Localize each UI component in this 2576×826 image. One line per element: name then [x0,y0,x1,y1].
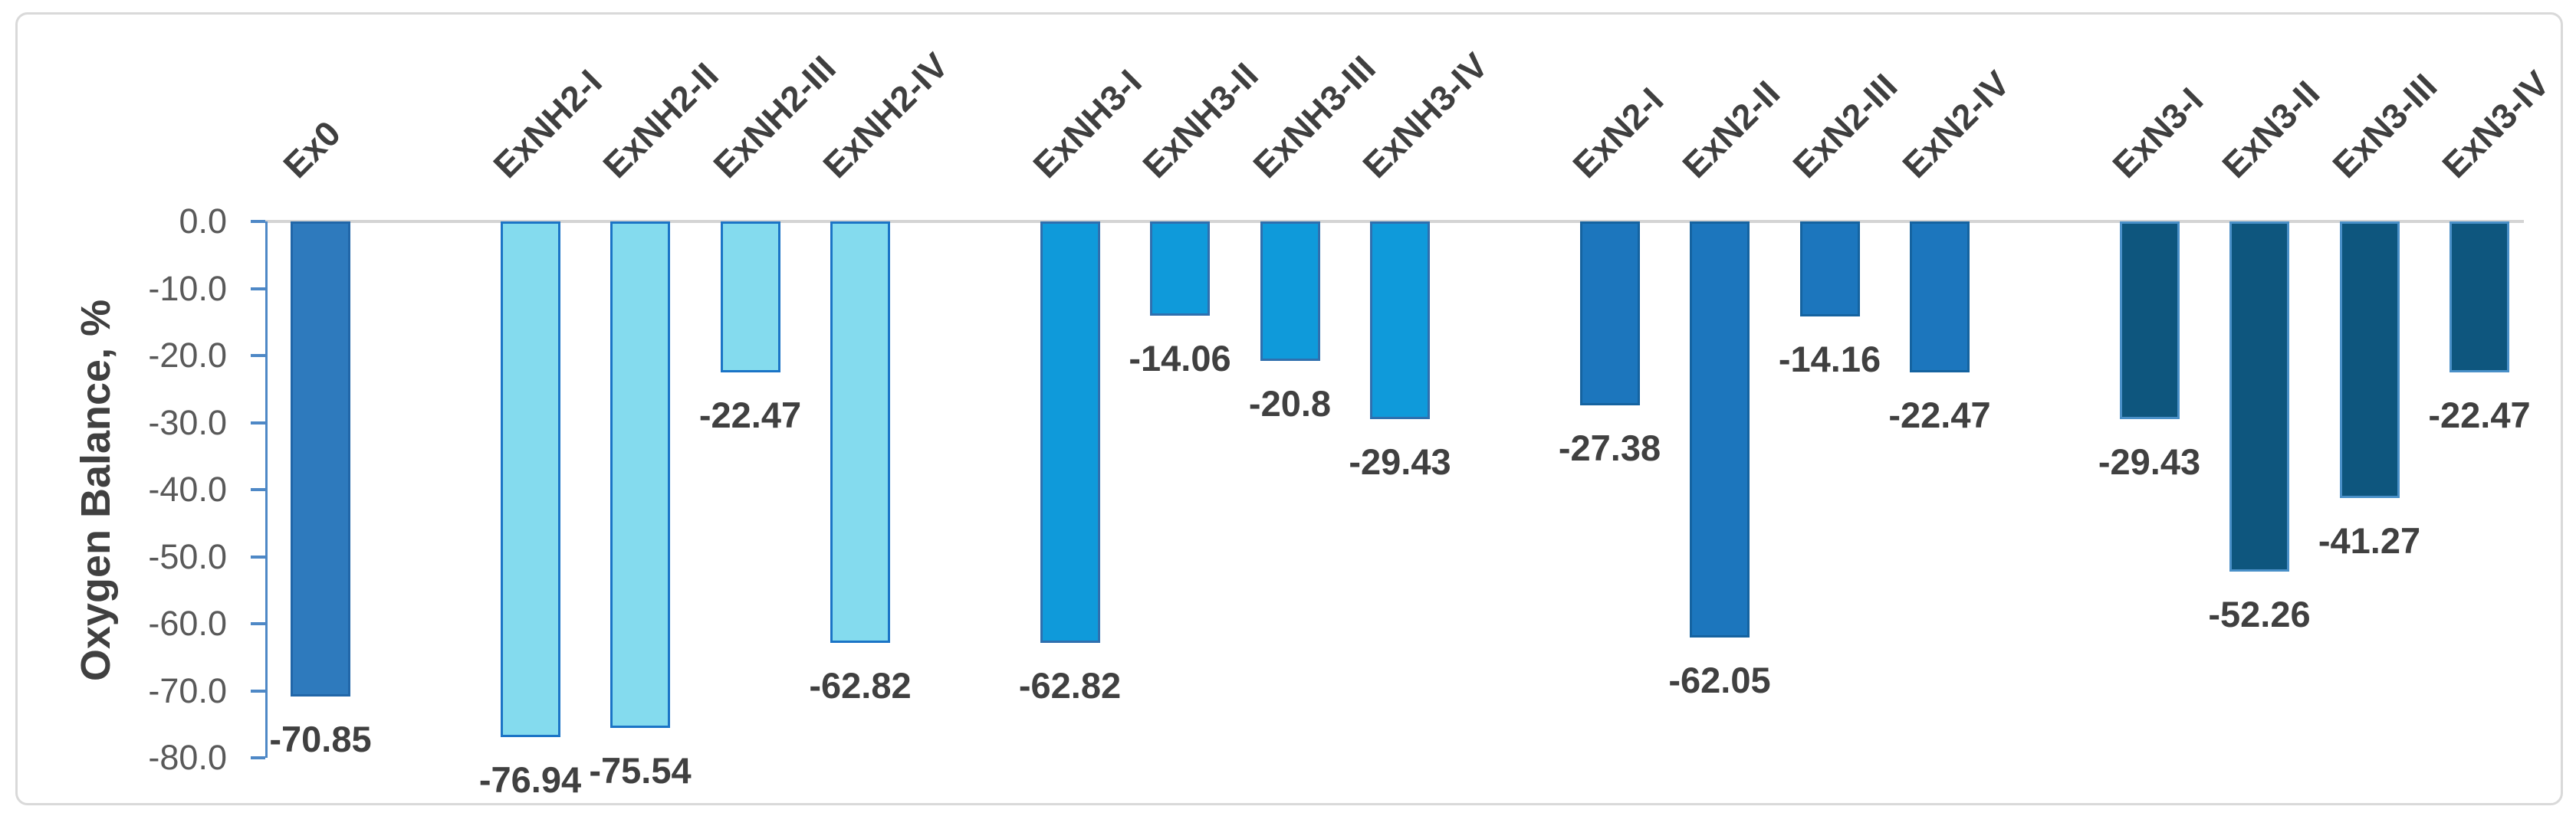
category-label-ExN3-IV: ExN3-IV [2434,63,2558,186]
data-label-ExN3-II: -52.26 [2208,594,2311,635]
bar-ExN3-II [2229,221,2289,572]
y-axis-tick-mark [251,220,265,223]
bar-ExNH2-II [610,221,670,728]
category-label-ExN2-IV: ExN2-IV [1894,63,2018,186]
y-axis-tick-mark [251,488,265,491]
bar-ExNH2-I [500,221,560,738]
bar-ExN2-II [1690,221,1750,638]
data-label-ExNH2-II: -75.54 [589,749,692,791]
category-label-ExN3-I: ExN3-I [2104,80,2210,186]
y-axis-tick-label: -70.0 [148,670,227,710]
y-axis-tick-label: -10.0 [148,268,227,308]
y-axis-tick-label: -40.0 [148,470,227,509]
data-label-ExNH2-III: -22.47 [698,394,802,435]
data-label-ExN3-IV: -22.47 [2428,394,2531,435]
bar-ExN3-IV [2450,221,2509,372]
data-label-ExNH3-II: -14.06 [1129,338,1231,379]
bar-Ex0 [291,221,350,697]
bar-ExN2-III [1799,221,1860,316]
bar-ExN3-I [2119,221,2180,419]
data-label-ExN2-IV: -22.47 [1888,394,1991,435]
y-axis-tick-label: -30.0 [148,402,227,442]
bar-ExNH3-III [1260,221,1320,361]
bar-ExNH2-III [720,221,780,372]
category-label-Ex0: Ex0 [275,113,349,186]
y-axis-tick-mark [251,287,265,290]
bar-ExNH2-IV [830,221,890,643]
category-label-ExN2-III: ExN2-III [1784,66,1904,186]
y-axis-tick-label: 0.0 [179,202,227,241]
category-label-ExNH3-I: ExNH3-I [1024,61,1149,186]
data-label-ExN2-III: -14.16 [1778,338,1881,379]
data-label-ExNH3-I: -62.82 [1018,664,1122,706]
data-label-Ex0: -70.85 [269,718,372,759]
category-label-ExN2-II: ExN2-II [1674,73,1788,186]
category-label-ExNH2-II: ExNH2-II [595,54,726,186]
bar-ExN2-I [1579,221,1640,405]
y-axis-tick-mark [251,756,265,759]
y-axis-tick-label: -60.0 [148,604,227,643]
data-label-ExNH3-III: -20.8 [1248,383,1332,424]
bar-ExNH3-I [1040,221,1100,643]
y-axis-tick-mark [251,622,265,625]
category-label-ExN2-I: ExN2-I [1564,80,1671,186]
bar-ExNH3-II [1150,221,1210,316]
y-axis-tick-mark [251,354,265,357]
y-axis-line [265,221,268,758]
bar-ExN2-IV [1910,221,1970,372]
y-axis-tick-mark [251,421,265,424]
data-label-ExN2-II: -62.05 [1668,659,1771,700]
y-axis-tick-mark [251,689,265,693]
category-label-ExNH2-I: ExNH2-I [485,61,610,186]
category-label-ExNH2-IV: ExNH2-IV [815,44,956,186]
y-axis-tick-mark [251,555,265,559]
data-label-ExN3-I: -29.43 [2098,441,2201,482]
bar-ExNH3-IV [1370,221,1430,419]
bar-chart: Oxygen Balance, % 0.0 -10.0 -20.0 -30.0 -40.… [15,12,2563,805]
y-axis-tick-label: -50.0 [148,536,227,576]
data-label-ExNH2-IV: -62.82 [809,664,912,706]
bar-ExN3-III [2339,221,2400,499]
data-label-ExN2-I: -27.38 [1558,427,1661,468]
y-axis-tick-label: -20.0 [148,336,227,375]
category-label-ExNH3-IV: ExNH3-IV [1355,44,1496,186]
data-label-ExNH2-I: -76.94 [478,759,582,801]
category-label-ExNH3-II: ExNH3-II [1135,54,1266,186]
data-label-ExNH3-IV: -29.43 [1349,441,1451,482]
y-axis-tick-label: -80.0 [148,738,227,777]
category-label-ExN3-II: ExN3-II [2214,73,2328,186]
category-label-ExN3-III: ExN3-III [2324,66,2444,186]
data-label-ExN3-III: -41.27 [2318,520,2421,562]
